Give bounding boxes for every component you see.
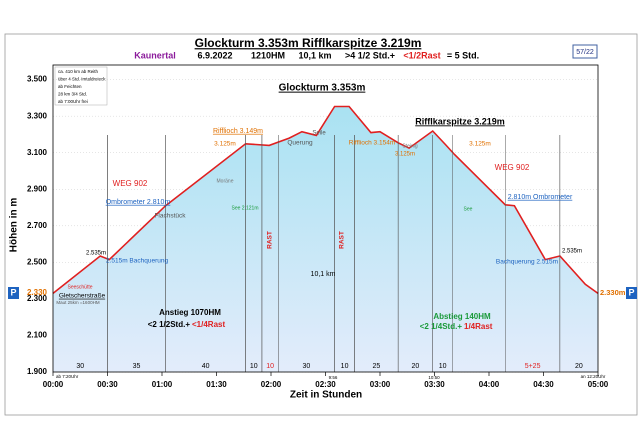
line [52, 105, 599, 295]
note: ca. 410 km ab Reith [58, 69, 99, 74]
annotation: 2.515m Bachquerung [106, 258, 169, 265]
annotation: Anstieg 1070HM [159, 308, 221, 317]
segment-label: 20 [575, 363, 583, 370]
plot-frame [52, 64, 599, 373]
annotation: Abstieg 140HM [433, 312, 491, 321]
x-tick-label: 00:30 [97, 380, 118, 389]
segment-label: 30 [303, 363, 311, 370]
badge: 57/22 [576, 49, 594, 56]
annotation: 1/4Rast [464, 322, 493, 331]
annotation: WEG 902 [113, 179, 148, 188]
x-axis-label: Zeit in Stunden [290, 390, 362, 401]
x-tick-label: 02:00 [261, 380, 282, 389]
annotation: 2.810m Ombrometer [508, 194, 573, 201]
subtitle-part: Kaunertal [134, 50, 176, 60]
segment-label: 30 [76, 363, 84, 370]
subtitle-part: 1210HM [251, 50, 285, 60]
annotation: Gletscherstraße [59, 293, 106, 300]
subtitle-part: 10,1 km [298, 50, 331, 60]
annotation: Moräne [217, 178, 234, 184]
annotation: 2.535m [562, 249, 582, 255]
x-tick-label: 05:00 [588, 380, 609, 389]
annotation: 2.535m [86, 251, 106, 257]
annotation: Seile [312, 131, 326, 137]
annotation: 3.125m [469, 141, 491, 148]
annotation: 3.125m [214, 141, 236, 148]
y-tick-label: 2.100 [27, 331, 48, 340]
note: ab Feichten [58, 84, 82, 89]
annotation: Steinig [402, 143, 418, 149]
segment-label: 20 [412, 363, 420, 370]
annotation: WEG 902 [495, 163, 530, 172]
subtitle-part: 6.9.2022 [197, 50, 232, 60]
y-tick-label: 3.300 [27, 111, 48, 120]
annotation: <2 1/2Std.+ [148, 320, 191, 329]
annotation: RAST [267, 231, 274, 249]
annotation: 2.330m [600, 288, 626, 297]
y-tick-label: 2.700 [27, 221, 48, 230]
annotation: Rifflkarspitze 3.219m [415, 116, 505, 126]
subtitle-part: = 5 Std. [447, 50, 479, 60]
annotation: an 12:20Uhr [581, 374, 606, 379]
area [53, 106, 598, 372]
x-tick-label: 01:00 [152, 380, 173, 389]
annotation: 10,1 km [311, 271, 336, 278]
x-tick-label: 03:30 [424, 380, 445, 389]
annotation: Seeschütte [67, 284, 92, 290]
segment-label: 10 [341, 363, 349, 370]
y-tick-label: 2.300 [27, 294, 48, 303]
x-tick-label: 00:00 [43, 380, 64, 389]
x-tick-label: 01:30 [206, 380, 227, 389]
x-tick-label: 04:30 [533, 380, 554, 389]
subtitle-part: >4 1/2 Std.+ [345, 50, 395, 60]
segment-label: 35 [133, 363, 141, 370]
x-tick-label: 03:00 [370, 380, 391, 389]
annotation: Rifflioch 3.149m [213, 128, 263, 135]
segment-label: 5+25 [525, 363, 541, 370]
segment-label: 10 [266, 363, 274, 370]
y-tick-label: 1.900 [27, 367, 48, 376]
annotation: Glockturm 3.353m [279, 83, 366, 94]
note: 28 km 3/4 Std. [58, 92, 87, 97]
parking-icon [626, 287, 637, 299]
note: ab 7:00Uhr frei [58, 99, 88, 104]
parking-icon [8, 287, 19, 299]
annotation: Maut 25km =1600HM [56, 300, 99, 305]
annotation: RAST [339, 231, 346, 249]
annotation: See 2.121m [232, 205, 259, 211]
annotation: P [10, 287, 16, 297]
note: über 4 Std. Imtaldreieck [58, 77, 106, 82]
segment-label: 10 [250, 363, 258, 370]
annotation: <2 1/4Std.+ [420, 322, 463, 331]
notes-box [54, 66, 108, 106]
annotation: 3.125m [395, 152, 415, 158]
chart-title: Glockturm 3.353m Rifflkarspitze 3.219m [195, 36, 422, 50]
annotation: ab 7:20Uhr [56, 374, 79, 379]
annotation: Ombrometer 2.810m [106, 199, 171, 206]
subtitle-part: <1/2Rast [403, 50, 440, 60]
y-tick-label: 2.900 [27, 184, 48, 193]
page-frame [4, 33, 638, 416]
annotation: <1/4Rast [192, 320, 225, 329]
y-tick-label: 2.500 [27, 257, 48, 266]
y-axis-label: Höhen in m [9, 198, 20, 253]
segment-label: 10 [439, 363, 447, 370]
y-tick-label: 3.500 [27, 75, 48, 84]
annotation: Bachquerung 2.515m [496, 259, 558, 266]
x-tick-label: 04:00 [479, 380, 500, 389]
annotation: 10:50 [428, 375, 440, 380]
y-tick-label: 3.100 [27, 148, 48, 157]
x-tick-label: 02:30 [315, 380, 336, 389]
annotation: Rifflioch 3.154m [349, 140, 396, 147]
annotation: 2.330 [27, 288, 48, 297]
annotation: Querung [287, 140, 313, 147]
annotation: P [628, 287, 634, 297]
annotation: See [464, 206, 473, 212]
badge-box [572, 44, 598, 59]
segment-label: 40 [202, 363, 210, 370]
segment-label: 25 [372, 363, 380, 370]
annotation: Flachstück [154, 213, 186, 220]
annotation: 9:56 [329, 375, 338, 380]
